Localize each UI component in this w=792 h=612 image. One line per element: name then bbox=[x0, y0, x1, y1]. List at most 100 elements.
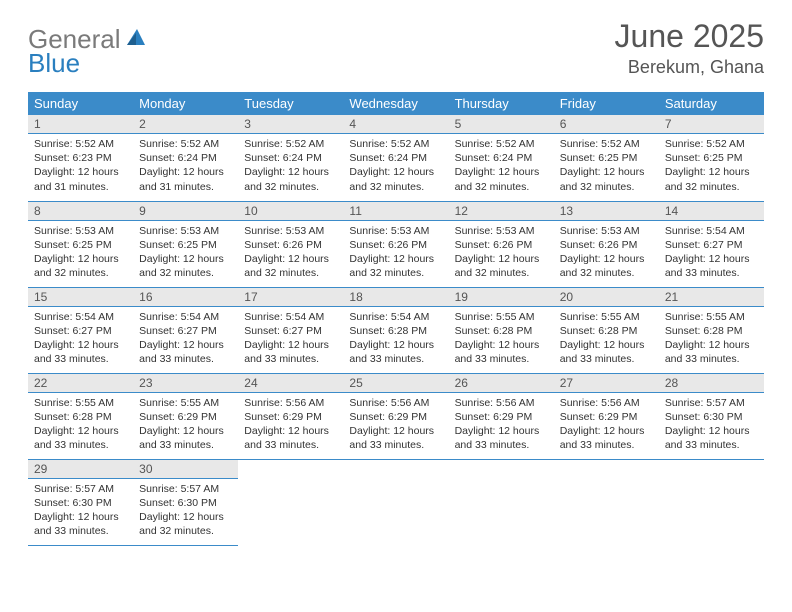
daylight-line-2: and 33 minutes. bbox=[665, 438, 758, 452]
calendar-cell: 21Sunrise: 5:55 AMSunset: 6:28 PMDayligh… bbox=[659, 287, 764, 373]
sunset-text: Sunset: 6:26 PM bbox=[349, 238, 442, 252]
sunset-text: Sunset: 6:27 PM bbox=[665, 238, 758, 252]
day-number: 26 bbox=[449, 374, 554, 393]
weekday-header: Sunday bbox=[28, 92, 133, 115]
sunrise-text: Sunrise: 5:52 AM bbox=[244, 137, 337, 151]
daylight-line-2: and 32 minutes. bbox=[139, 524, 232, 538]
location: Berekum, Ghana bbox=[615, 57, 764, 78]
day-details: Sunrise: 5:53 AMSunset: 6:26 PMDaylight:… bbox=[343, 221, 448, 284]
sunrise-text: Sunrise: 5:55 AM bbox=[665, 310, 758, 324]
calendar-cell bbox=[554, 459, 659, 545]
weekday-header: Saturday bbox=[659, 92, 764, 115]
day-number: 1 bbox=[28, 115, 133, 134]
day-number: 22 bbox=[28, 374, 133, 393]
calendar-cell: 19Sunrise: 5:55 AMSunset: 6:28 PMDayligh… bbox=[449, 287, 554, 373]
calendar-cell bbox=[449, 459, 554, 545]
daylight-line-1: Daylight: 12 hours bbox=[560, 165, 653, 179]
sunset-text: Sunset: 6:30 PM bbox=[665, 410, 758, 424]
calendar-cell: 3Sunrise: 5:52 AMSunset: 6:24 PMDaylight… bbox=[238, 115, 343, 201]
daylight-line-1: Daylight: 12 hours bbox=[34, 165, 127, 179]
calendar-cell: 15Sunrise: 5:54 AMSunset: 6:27 PMDayligh… bbox=[28, 287, 133, 373]
sunset-text: Sunset: 6:29 PM bbox=[244, 410, 337, 424]
sunrise-text: Sunrise: 5:52 AM bbox=[665, 137, 758, 151]
day-details: Sunrise: 5:56 AMSunset: 6:29 PMDaylight:… bbox=[238, 393, 343, 456]
sunrise-text: Sunrise: 5:52 AM bbox=[34, 137, 127, 151]
calendar-cell: 25Sunrise: 5:56 AMSunset: 6:29 PMDayligh… bbox=[343, 373, 448, 459]
day-number: 29 bbox=[28, 460, 133, 479]
daylight-line-1: Daylight: 12 hours bbox=[139, 252, 232, 266]
calendar-cell: 22Sunrise: 5:55 AMSunset: 6:28 PMDayligh… bbox=[28, 373, 133, 459]
calendar-cell: 5Sunrise: 5:52 AMSunset: 6:24 PMDaylight… bbox=[449, 115, 554, 201]
sunset-text: Sunset: 6:25 PM bbox=[139, 238, 232, 252]
day-details: Sunrise: 5:52 AMSunset: 6:25 PMDaylight:… bbox=[554, 134, 659, 197]
day-details: Sunrise: 5:52 AMSunset: 6:24 PMDaylight:… bbox=[449, 134, 554, 197]
sunset-text: Sunset: 6:28 PM bbox=[349, 324, 442, 338]
day-number: 19 bbox=[449, 288, 554, 307]
sunset-text: Sunset: 6:29 PM bbox=[349, 410, 442, 424]
sunrise-text: Sunrise: 5:53 AM bbox=[455, 224, 548, 238]
daylight-line-1: Daylight: 12 hours bbox=[139, 424, 232, 438]
daylight-line-2: and 32 minutes. bbox=[455, 266, 548, 280]
daylight-line-1: Daylight: 12 hours bbox=[349, 165, 442, 179]
daylight-line-1: Daylight: 12 hours bbox=[665, 165, 758, 179]
calendar-cell: 12Sunrise: 5:53 AMSunset: 6:26 PMDayligh… bbox=[449, 201, 554, 287]
daylight-line-1: Daylight: 12 hours bbox=[34, 338, 127, 352]
calendar-row: 1Sunrise: 5:52 AMSunset: 6:23 PMDaylight… bbox=[28, 115, 764, 201]
sunrise-text: Sunrise: 5:56 AM bbox=[244, 396, 337, 410]
day-details: Sunrise: 5:55 AMSunset: 6:28 PMDaylight:… bbox=[554, 307, 659, 370]
sunrise-text: Sunrise: 5:53 AM bbox=[139, 224, 232, 238]
calendar-row: 8Sunrise: 5:53 AMSunset: 6:25 PMDaylight… bbox=[28, 201, 764, 287]
day-details: Sunrise: 5:55 AMSunset: 6:28 PMDaylight:… bbox=[659, 307, 764, 370]
sunset-text: Sunset: 6:28 PM bbox=[34, 410, 127, 424]
sunset-text: Sunset: 6:28 PM bbox=[560, 324, 653, 338]
day-number: 11 bbox=[343, 202, 448, 221]
daylight-line-2: and 32 minutes. bbox=[560, 180, 653, 194]
sunset-text: Sunset: 6:27 PM bbox=[244, 324, 337, 338]
daylight-line-2: and 33 minutes. bbox=[349, 438, 442, 452]
daylight-line-2: and 32 minutes. bbox=[244, 266, 337, 280]
weekday-header: Monday bbox=[133, 92, 238, 115]
weekday-header: Friday bbox=[554, 92, 659, 115]
logo-subtext: Blue bbox=[28, 48, 80, 79]
calendar-cell: 24Sunrise: 5:56 AMSunset: 6:29 PMDayligh… bbox=[238, 373, 343, 459]
sunset-text: Sunset: 6:29 PM bbox=[560, 410, 653, 424]
day-number: 4 bbox=[343, 115, 448, 134]
day-details: Sunrise: 5:52 AMSunset: 6:24 PMDaylight:… bbox=[343, 134, 448, 197]
day-details: Sunrise: 5:52 AMSunset: 6:25 PMDaylight:… bbox=[659, 134, 764, 197]
sunrise-text: Sunrise: 5:52 AM bbox=[139, 137, 232, 151]
sunset-text: Sunset: 6:25 PM bbox=[34, 238, 127, 252]
calendar-cell: 7Sunrise: 5:52 AMSunset: 6:25 PMDaylight… bbox=[659, 115, 764, 201]
sunset-text: Sunset: 6:24 PM bbox=[244, 151, 337, 165]
calendar-cell: 16Sunrise: 5:54 AMSunset: 6:27 PMDayligh… bbox=[133, 287, 238, 373]
daylight-line-1: Daylight: 12 hours bbox=[560, 252, 653, 266]
daylight-line-2: and 31 minutes. bbox=[34, 180, 127, 194]
calendar-row: 22Sunrise: 5:55 AMSunset: 6:28 PMDayligh… bbox=[28, 373, 764, 459]
sunrise-text: Sunrise: 5:55 AM bbox=[560, 310, 653, 324]
daylight-line-1: Daylight: 12 hours bbox=[560, 338, 653, 352]
calendar-table: Sunday Monday Tuesday Wednesday Thursday… bbox=[28, 92, 764, 546]
logo-sail-icon bbox=[125, 27, 147, 52]
day-number: 3 bbox=[238, 115, 343, 134]
daylight-line-2: and 32 minutes. bbox=[560, 266, 653, 280]
weekday-header-row: Sunday Monday Tuesday Wednesday Thursday… bbox=[28, 92, 764, 115]
day-number: 24 bbox=[238, 374, 343, 393]
daylight-line-1: Daylight: 12 hours bbox=[139, 338, 232, 352]
daylight-line-1: Daylight: 12 hours bbox=[139, 510, 232, 524]
title-block: June 2025 Berekum, Ghana bbox=[615, 18, 764, 78]
page-header: General June 2025 Berekum, Ghana bbox=[28, 18, 764, 78]
daylight-line-1: Daylight: 12 hours bbox=[349, 252, 442, 266]
calendar-cell bbox=[238, 459, 343, 545]
day-details: Sunrise: 5:54 AMSunset: 6:27 PMDaylight:… bbox=[133, 307, 238, 370]
calendar-cell: 2Sunrise: 5:52 AMSunset: 6:24 PMDaylight… bbox=[133, 115, 238, 201]
calendar-cell bbox=[659, 459, 764, 545]
calendar-cell: 14Sunrise: 5:54 AMSunset: 6:27 PMDayligh… bbox=[659, 201, 764, 287]
sunrise-text: Sunrise: 5:56 AM bbox=[349, 396, 442, 410]
sunrise-text: Sunrise: 5:53 AM bbox=[34, 224, 127, 238]
day-details: Sunrise: 5:57 AMSunset: 6:30 PMDaylight:… bbox=[133, 479, 238, 542]
sunrise-text: Sunrise: 5:54 AM bbox=[139, 310, 232, 324]
daylight-line-1: Daylight: 12 hours bbox=[34, 424, 127, 438]
sunset-text: Sunset: 6:26 PM bbox=[560, 238, 653, 252]
day-number: 21 bbox=[659, 288, 764, 307]
sunrise-text: Sunrise: 5:54 AM bbox=[349, 310, 442, 324]
daylight-line-1: Daylight: 12 hours bbox=[139, 165, 232, 179]
